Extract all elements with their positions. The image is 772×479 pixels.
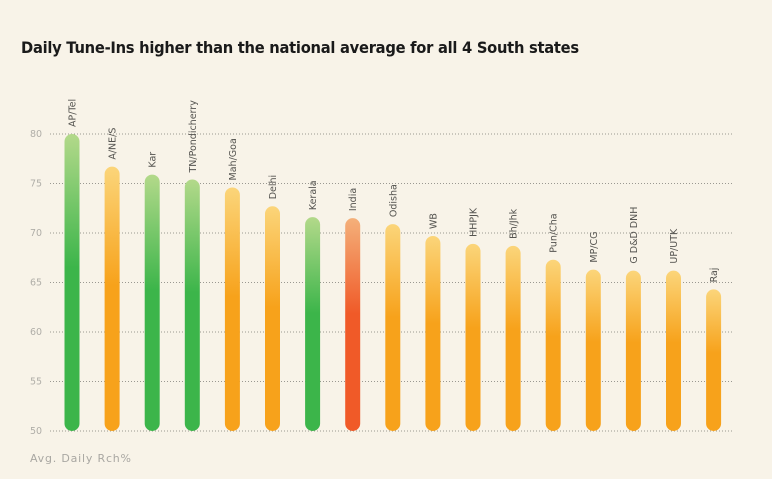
y-axis-label: Avg. Daily Rch% bbox=[30, 452, 132, 465]
bar-mah-goa bbox=[224, 187, 240, 431]
bar-india bbox=[345, 218, 361, 431]
bar-ap-tel bbox=[64, 134, 80, 431]
bar-a-ne-s bbox=[104, 166, 120, 432]
bar-hhpjk bbox=[465, 243, 481, 431]
y-tick-label: 55 bbox=[30, 377, 42, 388]
x-tick-label: Kar bbox=[148, 152, 159, 168]
bar-odisha bbox=[385, 224, 401, 431]
x-tick-label: AP/Tel bbox=[68, 99, 79, 127]
bar-g-d-d-dnh bbox=[625, 270, 641, 431]
x-tick-label: HHPJK bbox=[469, 207, 480, 237]
bar-up-utk bbox=[666, 270, 681, 431]
chart-title: Daily Tune-Ins higher than the national … bbox=[21, 38, 579, 57]
x-tick-label: TN/Pondicherry bbox=[188, 100, 199, 174]
x-tick-label: Odisha bbox=[388, 184, 399, 217]
bar-kar bbox=[144, 174, 160, 431]
x-tick-label: Kerala bbox=[308, 180, 319, 210]
y-tick-label: 50 bbox=[30, 426, 42, 437]
x-tick-label: G D&D DNH bbox=[629, 207, 640, 264]
bar-pun-cha bbox=[545, 259, 561, 431]
bar-bh-jhk bbox=[505, 245, 521, 431]
bar-raj bbox=[706, 289, 722, 431]
bar-wb bbox=[425, 235, 441, 431]
x-tick-label: WB bbox=[428, 213, 439, 229]
y-tick-label: 75 bbox=[30, 179, 42, 190]
y-tick-label: 65 bbox=[30, 278, 42, 289]
x-tick-label: Raj bbox=[709, 268, 720, 283]
x-tick-label: Delhi bbox=[268, 175, 279, 199]
x-tick-label: Pun/Cha bbox=[549, 213, 560, 252]
y-tick-label: 80 bbox=[30, 129, 42, 140]
bar-tn-pondicherry bbox=[184, 179, 200, 431]
x-tick-label: Bh/Jhk bbox=[509, 208, 520, 239]
bar-delhi bbox=[265, 206, 280, 431]
x-tick-label: India bbox=[348, 188, 359, 211]
x-tick-label: UP/UTK bbox=[669, 228, 680, 264]
x-tick-label: Mah/Goa bbox=[228, 138, 239, 180]
x-tick-label: MP/CG bbox=[589, 232, 600, 263]
bar-mp-cg bbox=[585, 269, 601, 431]
x-tick-label: A/NE/S bbox=[108, 128, 119, 160]
y-tick-label: 70 bbox=[30, 228, 42, 239]
bar-kerala bbox=[305, 217, 321, 431]
y-tick-label: 60 bbox=[30, 327, 42, 338]
